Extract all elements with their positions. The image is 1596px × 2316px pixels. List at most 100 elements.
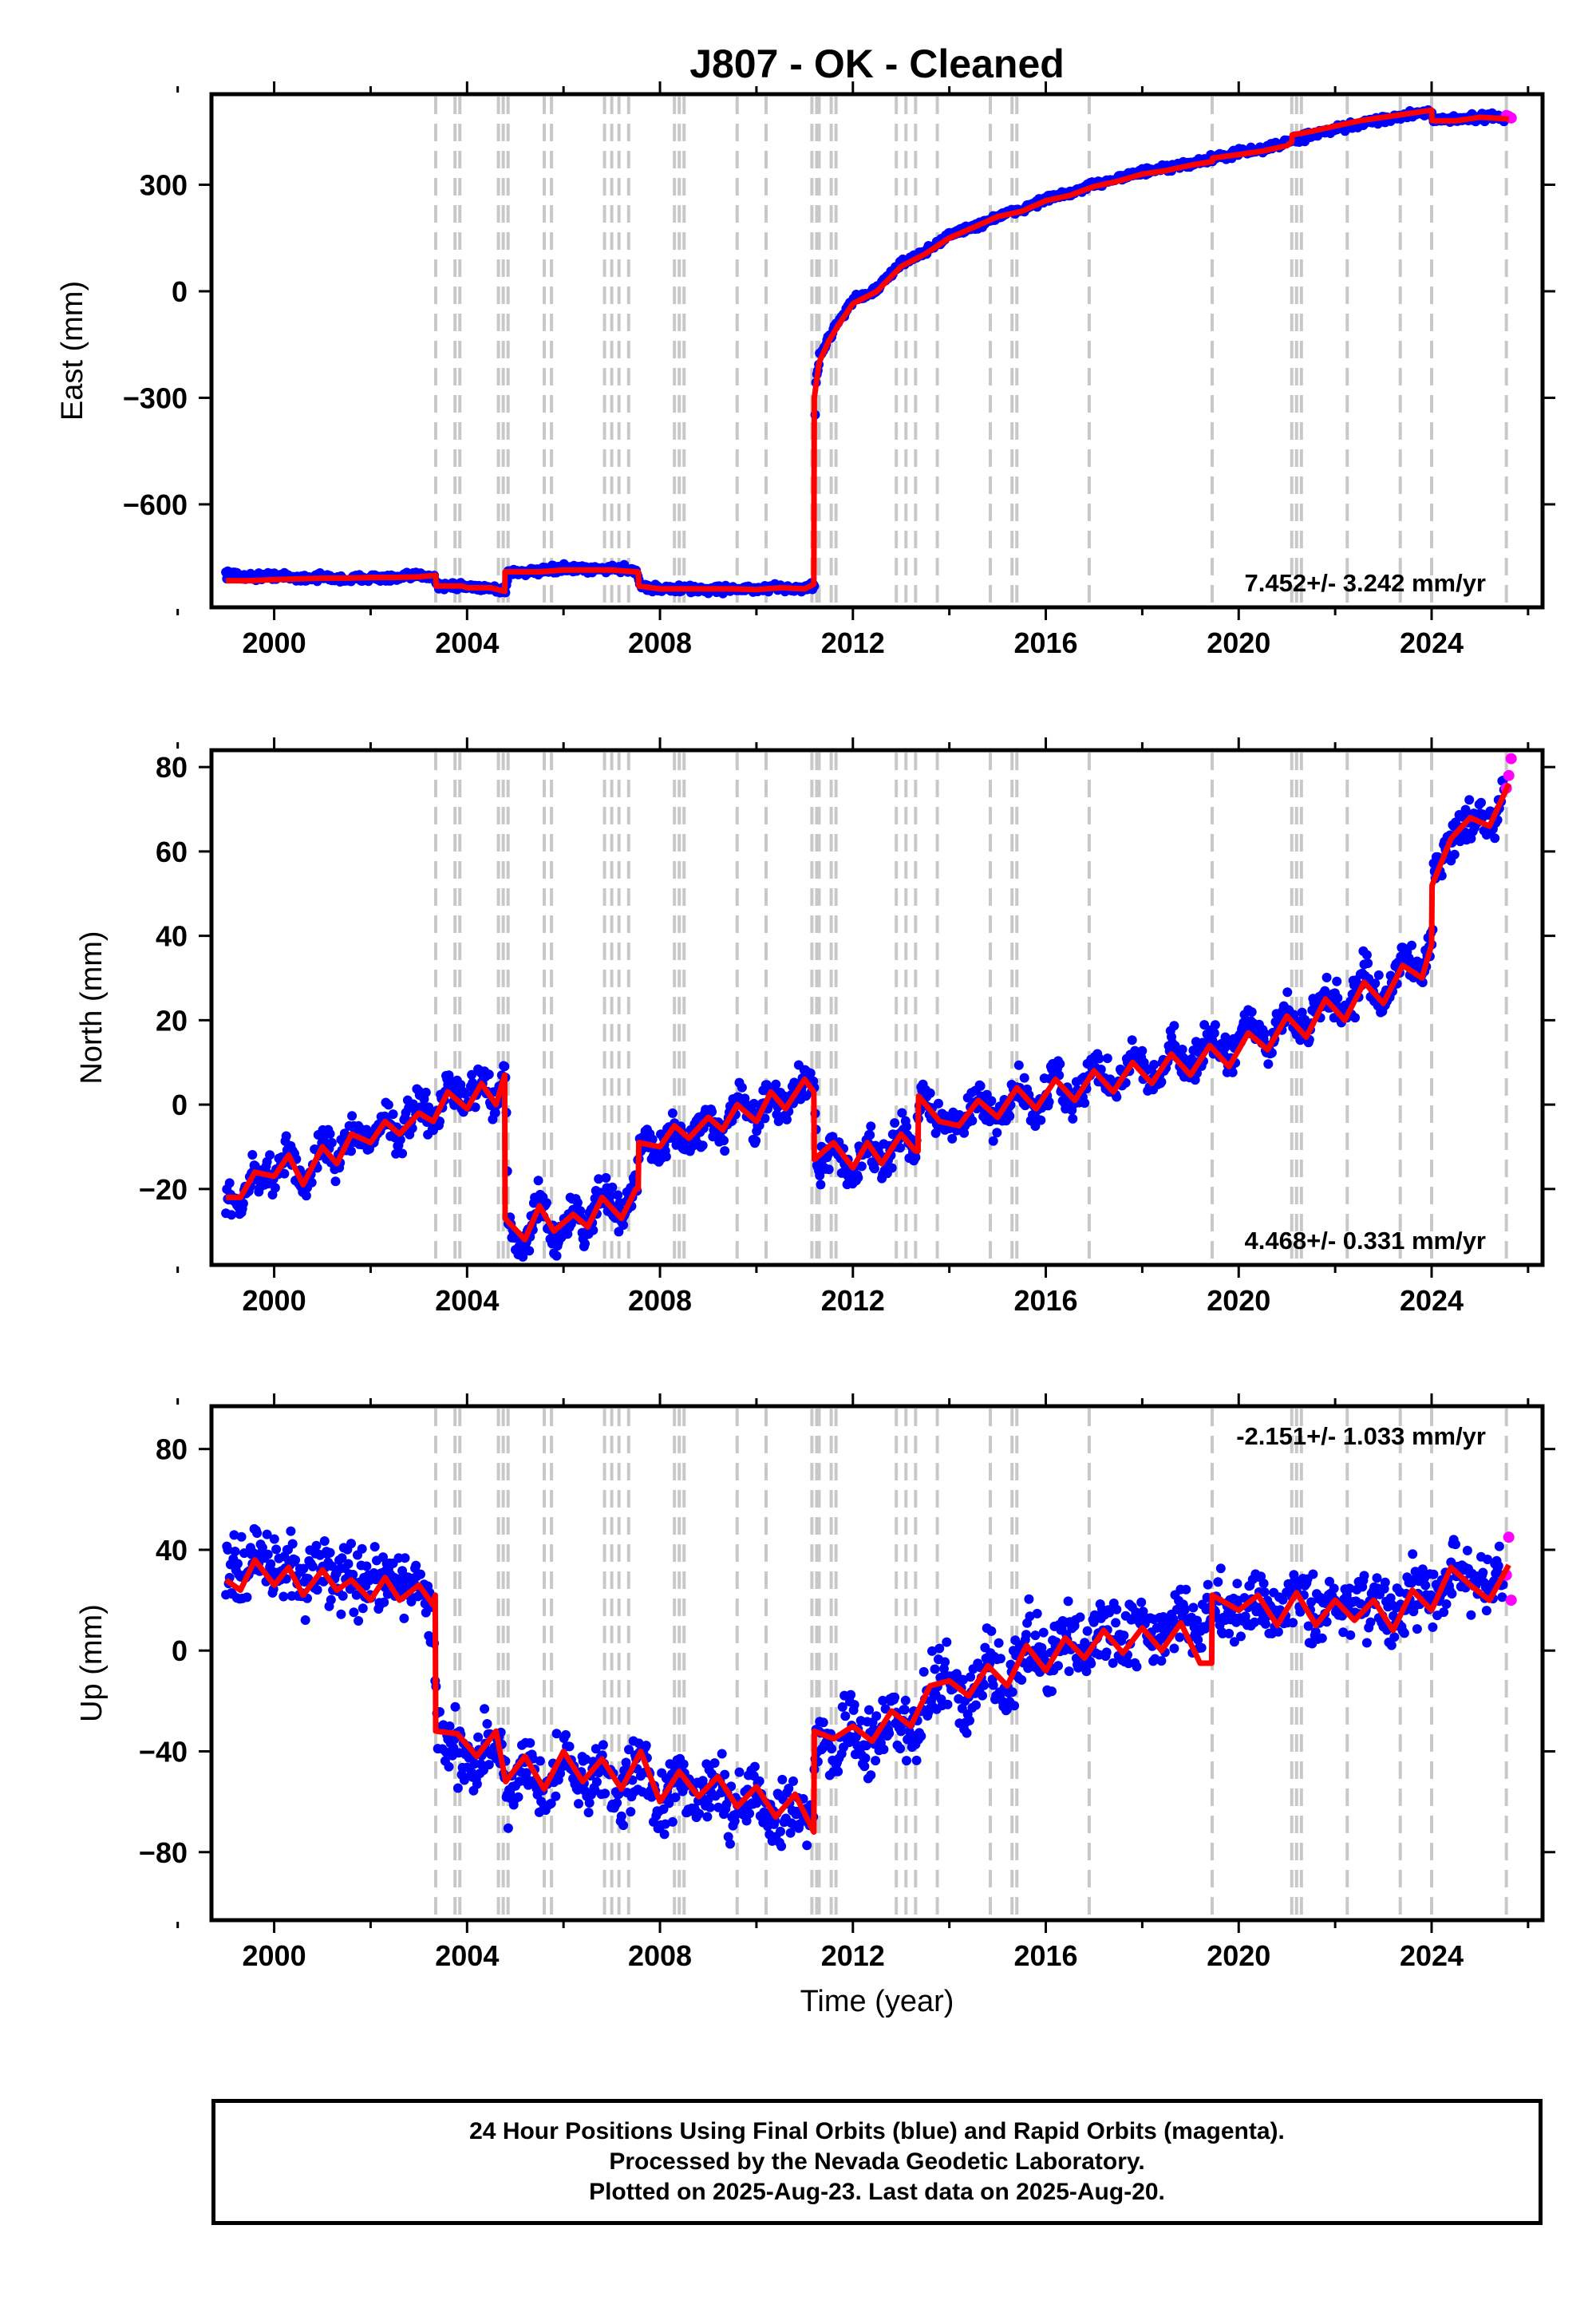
rate-annotation: 4.468+/- 0.331 mm/yr [1245,1227,1486,1255]
data-point [930,1664,940,1674]
data-point [513,1792,523,1802]
data-point [887,1163,897,1173]
data-point [827,1744,837,1754]
data-point [1407,940,1416,951]
data-point [601,1172,611,1183]
data-point [480,1704,490,1714]
data-point [751,1136,761,1146]
data-point [247,1150,258,1160]
data-point [1441,1599,1452,1609]
data-point [719,1136,729,1146]
data-point [992,1128,1002,1138]
data-point [444,1761,454,1772]
data-point [1024,1594,1034,1604]
data-point [230,1547,240,1556]
x-tick-label: 2012 [821,1284,885,1317]
data-point [1132,1662,1142,1672]
data-point [470,1102,480,1113]
data-point [1209,1028,1219,1038]
data-point [1063,1596,1073,1607]
x-tick-label: 2008 [628,1284,692,1317]
data-point [1350,1013,1361,1023]
data-point [1009,1701,1020,1711]
data-point [349,1607,359,1618]
data-point [1288,1618,1298,1628]
rapid-point [1503,769,1515,781]
data-point [551,1791,561,1801]
x-tick-label: 2000 [243,626,306,659]
data-point [330,1176,341,1187]
data-point [279,1168,290,1179]
data-point [967,1116,978,1126]
data-point [1490,833,1500,844]
data-point [1080,1098,1090,1109]
data-point [574,1799,583,1809]
data-point [1181,1584,1191,1595]
footer-line-1: 24 Hour Positions Using Final Orbits (bl… [469,2118,1285,2144]
data-point [1094,1053,1104,1064]
data-point [1210,1020,1220,1030]
data-point [1156,1656,1167,1666]
y-tick-label: −80 [139,1836,188,1869]
data-point [1345,1630,1356,1640]
data-point [866,1121,876,1132]
data-point [678,1759,689,1769]
data-point [749,1098,759,1109]
data-point [988,1136,998,1146]
data-point [1389,1632,1400,1642]
model-line [226,782,1511,1243]
data-point [271,1544,282,1555]
data-point [934,1643,945,1654]
y-tick-label: 40 [156,920,188,953]
x-tick-label: 2020 [1207,1939,1270,1972]
data-point [1273,1626,1283,1637]
data-point [925,1088,935,1098]
data-point [572,1198,583,1207]
data-point [238,1199,248,1208]
x-tick-label: 2020 [1207,1284,1270,1317]
data-point [301,1191,311,1201]
data-point [1047,1686,1057,1697]
data-point [1481,1606,1491,1616]
data-point [641,1741,651,1751]
data-point [720,1146,730,1156]
data-point [591,1777,602,1787]
data-point [647,1134,658,1144]
data-point [1019,1073,1029,1083]
data-point [709,1758,720,1769]
data-point [618,1220,629,1230]
data-point [233,1559,243,1569]
data-point [1036,1115,1046,1125]
data-point [1451,1539,1460,1550]
data-point [864,1705,874,1715]
data-point [1169,1021,1179,1031]
data-point [626,1807,636,1817]
rate-annotation: -2.151+/- 1.033 mm/yr [1236,1422,1486,1450]
y-tick-label: 60 [156,836,188,868]
data-point [343,1559,354,1569]
data-point [1317,1633,1327,1643]
data-point [1213,1577,1223,1587]
data-point [1246,1007,1257,1018]
data-point [1232,1579,1242,1589]
data-point [300,1615,310,1625]
y-tick-label: −300 [123,381,188,414]
y-tick-label: 40 [156,1534,188,1567]
data-point [533,1176,543,1186]
data-point [1476,797,1486,808]
data-point [326,1595,336,1605]
data-point [600,1788,610,1799]
data-point [242,1592,252,1603]
data-point [1224,1628,1235,1638]
data-point [500,1061,510,1072]
data-point [460,1089,471,1099]
data-point [1493,1561,1503,1571]
data-point [1464,795,1475,805]
data-point [388,1109,398,1120]
data-point [1332,976,1342,986]
x-tick-label: 2012 [821,1939,885,1972]
data-point [749,1761,760,1772]
data-point [782,1114,792,1124]
data-point [339,1128,350,1139]
data-point [490,1108,500,1118]
